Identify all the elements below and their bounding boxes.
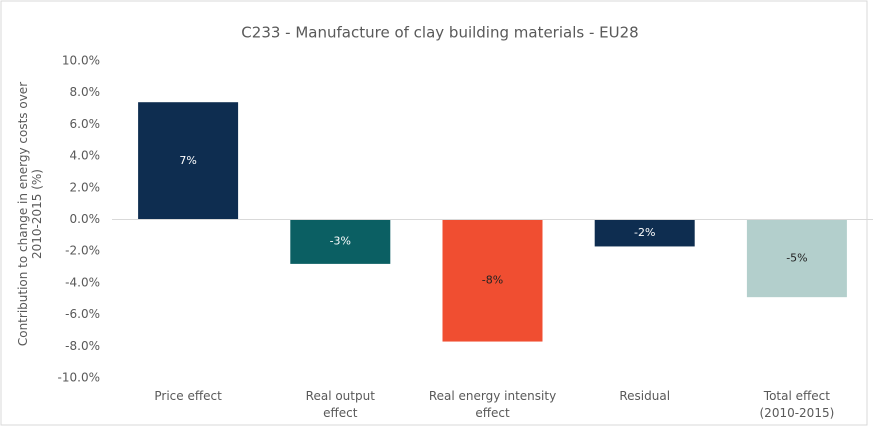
y-tick-label: -2.0% (65, 244, 100, 258)
data-label: -2% (634, 226, 655, 239)
data-label: -8% (482, 274, 503, 287)
bar (138, 102, 239, 220)
bar (290, 219, 391, 264)
bar (594, 219, 695, 247)
y-tick-label: 6.0% (70, 117, 101, 131)
data-label: 7% (179, 154, 196, 167)
bar (442, 219, 543, 342)
y-tick-label: 0.0% (70, 212, 101, 226)
data-label: -3% (330, 235, 351, 248)
x-tick-label: Total effect (2010-2015) (759, 389, 835, 420)
y-tick-label: 8.0% (70, 85, 101, 99)
data-label: -5% (786, 251, 807, 264)
y-tick-label: -6.0% (65, 307, 100, 321)
x-tick-label: Residual (619, 389, 671, 403)
x-tick-label: Real energy intensity effect (428, 389, 557, 420)
y-tick-label: 2.0% (70, 180, 101, 194)
bar (746, 219, 847, 298)
y-axis-label: Contribution to change in energy costs o… (16, 81, 44, 347)
y-tick-label: 10.0% (62, 54, 100, 68)
y-tick-label: -4.0% (65, 275, 100, 289)
x-tick-label: Real output effect (305, 389, 375, 420)
y-tick-label: -10.0% (58, 371, 100, 385)
y-tick-label: -8.0% (65, 339, 100, 353)
x-tick-label: Price effect (154, 389, 222, 403)
chart-title: C233 - Manufacture of clay building mate… (241, 24, 638, 42)
y-tick-label: 4.0% (70, 149, 101, 163)
